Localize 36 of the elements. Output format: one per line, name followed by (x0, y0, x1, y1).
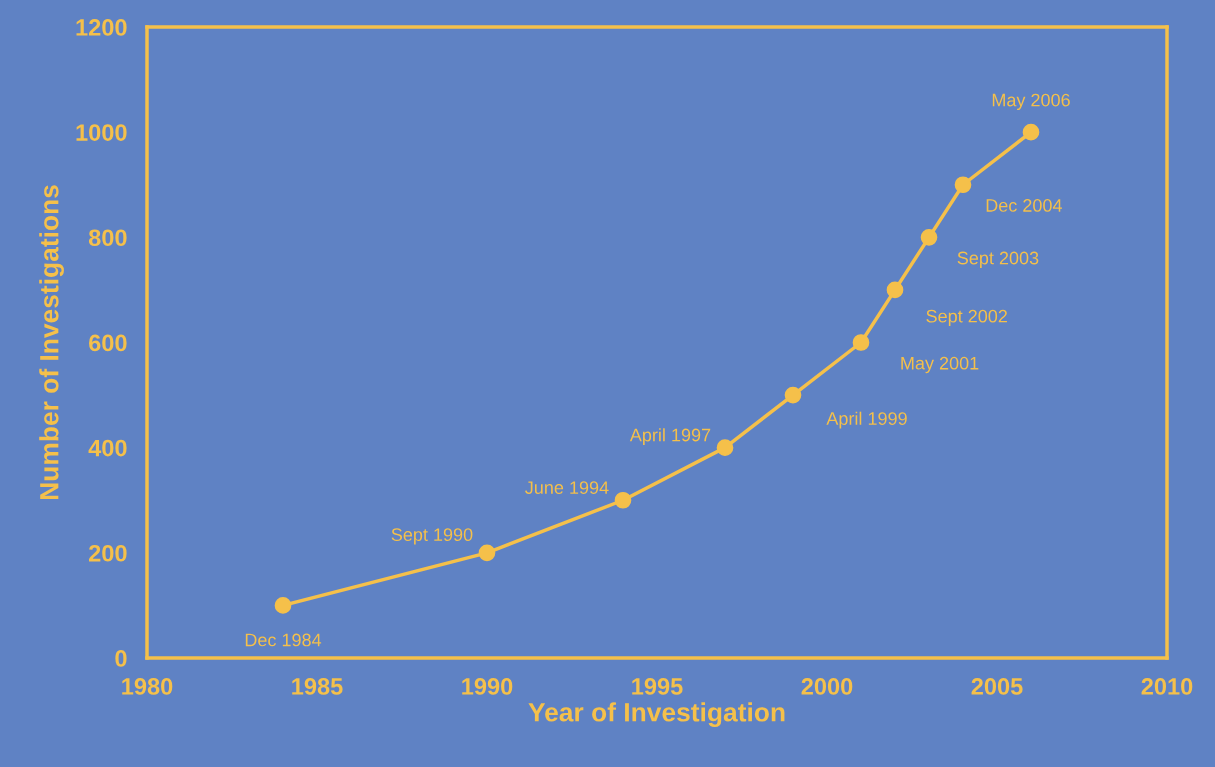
y-tick-label: 1200 (76, 19, 127, 36)
y-axis-title: Number of Investigations (39, 185, 64, 500)
annotation: Sept 2002 (926, 309, 1007, 327)
y-tick-label: 400 (88, 439, 127, 457)
y-tick-label: 1000 (76, 124, 127, 141)
point (1022, 123, 1040, 141)
x-tick-label: 1995 (632, 678, 683, 695)
point (614, 491, 632, 509)
annotation: June 1994 (525, 481, 609, 494)
point (954, 176, 972, 194)
annotation: Dec 1984 (245, 633, 322, 647)
point (274, 597, 292, 614)
y-tick-label: 200 (88, 544, 127, 562)
y-tick-label: 600 (89, 334, 127, 352)
annotation: April 1997 (629, 428, 711, 445)
x-tick-label: 2010 (1141, 678, 1193, 695)
point (852, 334, 870, 351)
point (716, 439, 734, 457)
point (920, 228, 938, 246)
annotation: April 1999 (826, 411, 907, 429)
annotation: Sept 1990 (391, 528, 473, 545)
y-tick-label: 800 (88, 229, 127, 247)
point (784, 386, 802, 404)
point (886, 281, 904, 299)
annotation: Sept 2003 (957, 251, 1039, 268)
x-tick-label: 1990 (462, 678, 513, 695)
x-tick-label: 1985 (292, 678, 343, 695)
x-tick-label: 1980 (122, 678, 173, 695)
x-tick-label: 2000 (801, 678, 853, 695)
point (478, 544, 496, 562)
x-axis-title: Year of Investigation (528, 702, 785, 727)
x-tick-label: 2005 (971, 678, 1023, 695)
y-tick-label: 0 (115, 650, 127, 667)
annotation: May 2001 (901, 356, 979, 374)
annotation: Dec 2004 (986, 199, 1062, 212)
annotation: May 2006 (992, 93, 1070, 111)
